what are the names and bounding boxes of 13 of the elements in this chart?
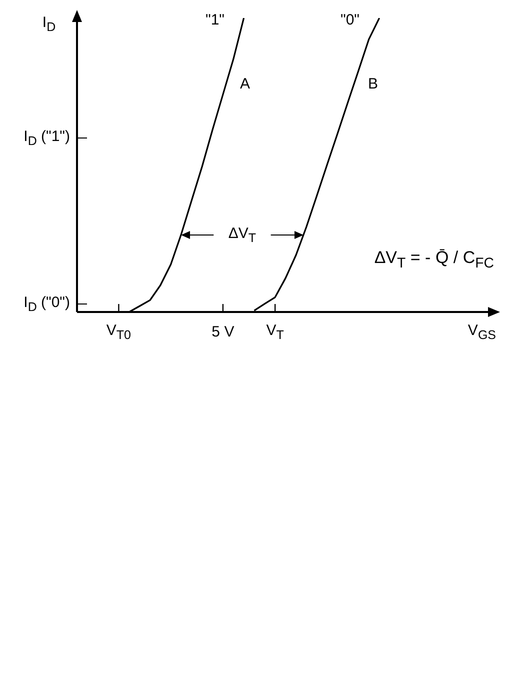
x-tick-label: V$_{T}$ [266, 322, 284, 342]
x-tick-label: V$_{T0}$ [106, 322, 131, 342]
annotation: A [240, 76, 250, 92]
annotation: B [368, 76, 378, 92]
text: I$_{D}$ ("1") [24, 128, 70, 148]
x-axis-title: V$_{GS}$ [468, 322, 496, 342]
annotation: ΔV$_{T}$ = - Q̄ / C$_{FC}$ [374, 248, 494, 272]
annotation: "1" [206, 12, 224, 28]
annotation: ΔV$_{T}$ [228, 224, 256, 245]
x-tick-label: 5 V [212, 324, 234, 340]
text: I$_{D}$ ("0") [24, 294, 70, 314]
y-axis-title: I$_{D}$ [42, 14, 56, 34]
annotation: "0" [340, 12, 360, 28]
